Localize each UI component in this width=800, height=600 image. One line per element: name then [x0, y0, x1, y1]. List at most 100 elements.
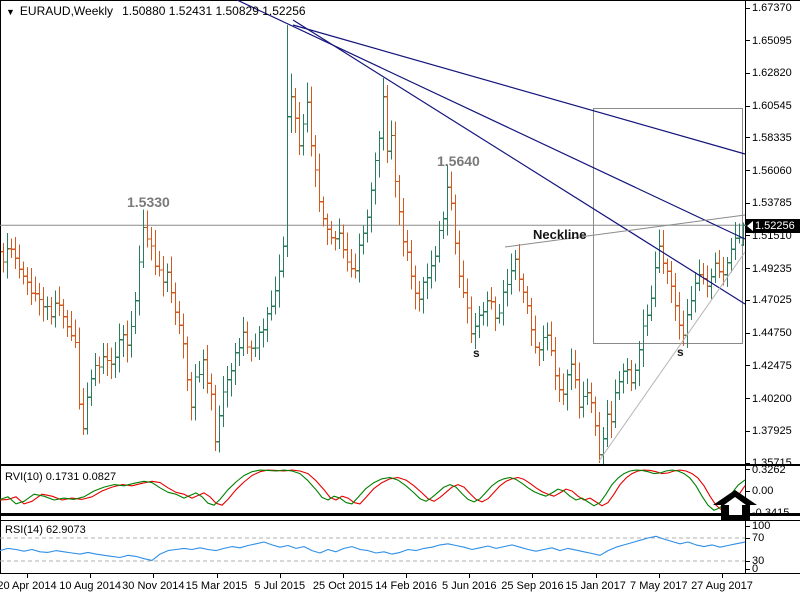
rvi-axis-tick [746, 469, 750, 471]
symbol-period-label: EURAUD,Weekly [19, 4, 114, 18]
rvi-signal-line [0, 469, 746, 511]
symbol-dropdown-icon[interactable]: ▼ [6, 7, 15, 17]
price-axis-label: 1.35715 [752, 457, 792, 470]
pattern-rectangle[interactable] [593, 108, 743, 344]
date-axis-tick [27, 574, 28, 578]
rvi-axis-label: -0.3415 [752, 506, 790, 519]
date-axis-label: 5 Jun 2016 [442, 580, 497, 592]
price-axis-label: 1.60545 [752, 100, 792, 113]
ohlc-values-label: 1.50880 1.52431 1.50829 1.52256 [122, 4, 306, 18]
date-axis-tick [216, 574, 218, 578]
price-axis-tick [746, 430, 750, 432]
price-axis-tick [746, 40, 750, 42]
price-axis-label: 1.40200 [752, 392, 792, 405]
price-axis-label: 1.65095 [752, 34, 792, 47]
date-axis-label: 27 Aug 2017 [691, 580, 753, 592]
main-price-chart[interactable]: 1.5330 1.5640 Neckline s s [0, 0, 746, 465]
date-axis-tick [90, 574, 92, 578]
price-axis-label: 1.42475 [752, 359, 792, 372]
main-panel-separator[interactable] [0, 464, 800, 466]
price-axis-tick [746, 137, 750, 139]
price-axis-tick [746, 268, 750, 270]
price-axis-tick [746, 299, 750, 301]
left-shoulder-label[interactable]: s [473, 346, 480, 360]
rsi-indicator-chart[interactable] [0, 521, 746, 573]
rvi-label: RVI(10) 0.1731 0.0827 [5, 471, 117, 483]
rsi-label: RSI(14) 62.9073 [5, 524, 86, 536]
rsi-axis-tick [746, 568, 750, 570]
date-axis-label: 10 Aug 2014 [59, 580, 122, 592]
price-axis-label: 1.62820 [752, 67, 792, 80]
date-axis-tick [469, 574, 471, 578]
chart-title: ▼ EURAUD,Weekly 1.50880 1.52431 1.50829 1.… [6, 4, 306, 18]
date-axis-label: 15 Mar 2015 [185, 580, 248, 592]
rvi-axis-tick [746, 490, 750, 492]
level-1.5640[interactable]: 1.5640 [437, 153, 480, 169]
price-axis-label: 1.67370 [752, 2, 792, 14]
current-price-tag: 1.52256 [746, 219, 800, 233]
price-axis-tick [746, 170, 750, 172]
top-border [0, 0, 800, 1]
date-axis-tick [342, 574, 344, 578]
price-axis-tick [746, 105, 750, 107]
level-1.5330[interactable]: 1.5330 [127, 194, 170, 210]
rvi-axis-label: 0.3262 [752, 463, 786, 476]
date-axis-label: 25 Oct 2015 [312, 580, 373, 592]
right-shoulder-label[interactable]: s [677, 345, 684, 359]
price-axis-label: 1.56060 [752, 164, 792, 177]
rsi-axis-tick [746, 525, 750, 527]
descending-trendline-2[interactable] [292, 19, 746, 305]
rsi-axis-label: 30 [752, 555, 765, 567]
date-axis-tick [406, 574, 408, 578]
price-axis-tick [746, 365, 750, 367]
date-axis-label: 14 Feb 2016 [375, 580, 437, 592]
rvi-axis-label: 0.00 [752, 485, 774, 497]
descending-trendline-1[interactable] [236, 0, 746, 240]
rsi-axis-tick [746, 560, 750, 562]
price-axis-tick [746, 462, 750, 464]
price-bar-series [1, 24, 746, 464]
date-axis-label: 15 Jan 2017 [565, 580, 626, 592]
rising-support-trendline[interactable] [598, 251, 746, 462]
date-axis-label: 5 Jul 2015 [254, 580, 306, 592]
price-axis-label: 1.44750 [752, 327, 792, 340]
price-axis-label: 1.51510 [752, 229, 792, 242]
date-axis-tick [595, 574, 597, 578]
date-axis-label: 25 Sep 2016 [501, 580, 564, 592]
price-axis-tick [746, 332, 750, 334]
date-axis-label: 20 Apr 2014 [0, 580, 57, 592]
neckline-trendline[interactable] [504, 214, 746, 248]
left-border [0, 0, 1, 574]
date-axis-tick [279, 574, 281, 578]
rsi-top-border [0, 520, 800, 521]
price-axis-label: 1.37925 [752, 425, 792, 438]
rsi-axis-label: 100 [752, 520, 771, 532]
rvi-rsi-separator[interactable] [0, 513, 800, 516]
date-axis-tick [532, 574, 534, 578]
price-axis-label: 1.58335 [752, 131, 792, 144]
price-axis-tick [746, 235, 750, 237]
bid-marker-icon [747, 221, 753, 231]
descending-trendline-3[interactable] [292, 24, 746, 155]
rsi-axis-tick [746, 537, 750, 539]
date-axis-label: 30 Nov 2014 [122, 580, 185, 592]
date-axis-tick [721, 574, 723, 578]
date-axis-border [0, 573, 800, 574]
price-axis-tick [746, 202, 750, 204]
rvi-indicator-chart[interactable] [0, 467, 746, 513]
price-axis-tick [746, 72, 750, 74]
date-axis-tick [658, 574, 660, 578]
rsi-axis-label: 70 [752, 532, 765, 544]
price-axis-label: 1.49235 [752, 262, 792, 275]
big-up-arrow-icon[interactable] [713, 490, 758, 520]
rsi-axis-label: 0 [752, 563, 759, 575]
plot-right-border [745, 0, 746, 574]
date-axis-label: 7 May 2017 [630, 580, 688, 592]
neckline-label[interactable]: Neckline [533, 227, 586, 242]
price-axis-tick [746, 7, 750, 9]
rvi-main-line [0, 469, 746, 511]
date-axis-tick [153, 574, 155, 578]
price-axis-tick [746, 398, 750, 400]
price-axis-label: 1.47025 [752, 294, 792, 307]
rsi-line [0, 535, 746, 561]
